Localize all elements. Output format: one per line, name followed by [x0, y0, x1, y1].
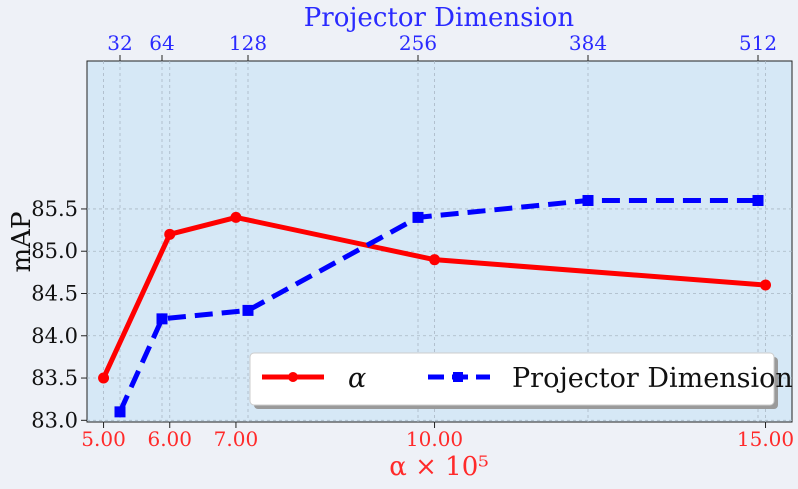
y-tick-label: 83.5 — [31, 366, 78, 390]
projector-data-point — [752, 194, 764, 206]
alpha-data-point — [230, 211, 242, 223]
x-top-tick-label: 32 — [107, 31, 132, 55]
x-top-tick-label: 512 — [739, 31, 777, 55]
alpha-data-point — [98, 372, 110, 384]
x-top-tick-label: 384 — [569, 31, 607, 55]
x-axis-top-title: Projector Dimension — [304, 3, 575, 33]
projector-data-point — [412, 211, 424, 223]
projector-data-point — [114, 406, 126, 418]
y-tick-label: 85.0 — [31, 239, 78, 263]
alpha-data-point — [429, 254, 441, 266]
x-bottom-tick-label: 15.00 — [737, 427, 794, 451]
projector-series-line — [117, 197, 758, 413]
grid-lines — [87, 61, 792, 422]
x-axis-bottom-title: α × 10⁵ — [389, 452, 488, 482]
x-top-tick-label: 128 — [229, 31, 267, 55]
series-layer — [98, 194, 772, 418]
legend-alpha-marker — [288, 372, 298, 382]
x-bottom-tick-label: 5.00 — [81, 427, 126, 451]
legend-alpha-label: α — [348, 363, 366, 394]
legend: α Projector Dimension — [249, 352, 793, 409]
alpha-data-point — [760, 279, 772, 291]
alpha-data-point — [164, 228, 176, 240]
projector-data-point — [582, 194, 594, 206]
legend-projector-marker — [453, 372, 463, 382]
y-tick-label: 83.0 — [31, 408, 78, 432]
legend-projector-label: Projector Dimension — [512, 363, 793, 394]
x-bottom-tick-label: 10.00 — [406, 427, 463, 451]
x-bottom-tick-label: 6.00 — [147, 427, 192, 451]
y-tick-label: 84.5 — [31, 281, 78, 305]
y-tick-label: 85.5 — [31, 197, 78, 221]
y-tick-label: 84.0 — [31, 324, 78, 348]
x-bottom-tick-label: 7.00 — [214, 427, 259, 451]
legend-box — [249, 352, 775, 406]
projector-data-point — [242, 304, 254, 316]
tick-marks — [81, 55, 767, 428]
x-top-tick-label: 256 — [399, 31, 437, 55]
projector-data-point — [156, 313, 168, 325]
y-axis-title: mAP — [7, 212, 37, 273]
x-top-tick-label: 64 — [149, 31, 174, 55]
